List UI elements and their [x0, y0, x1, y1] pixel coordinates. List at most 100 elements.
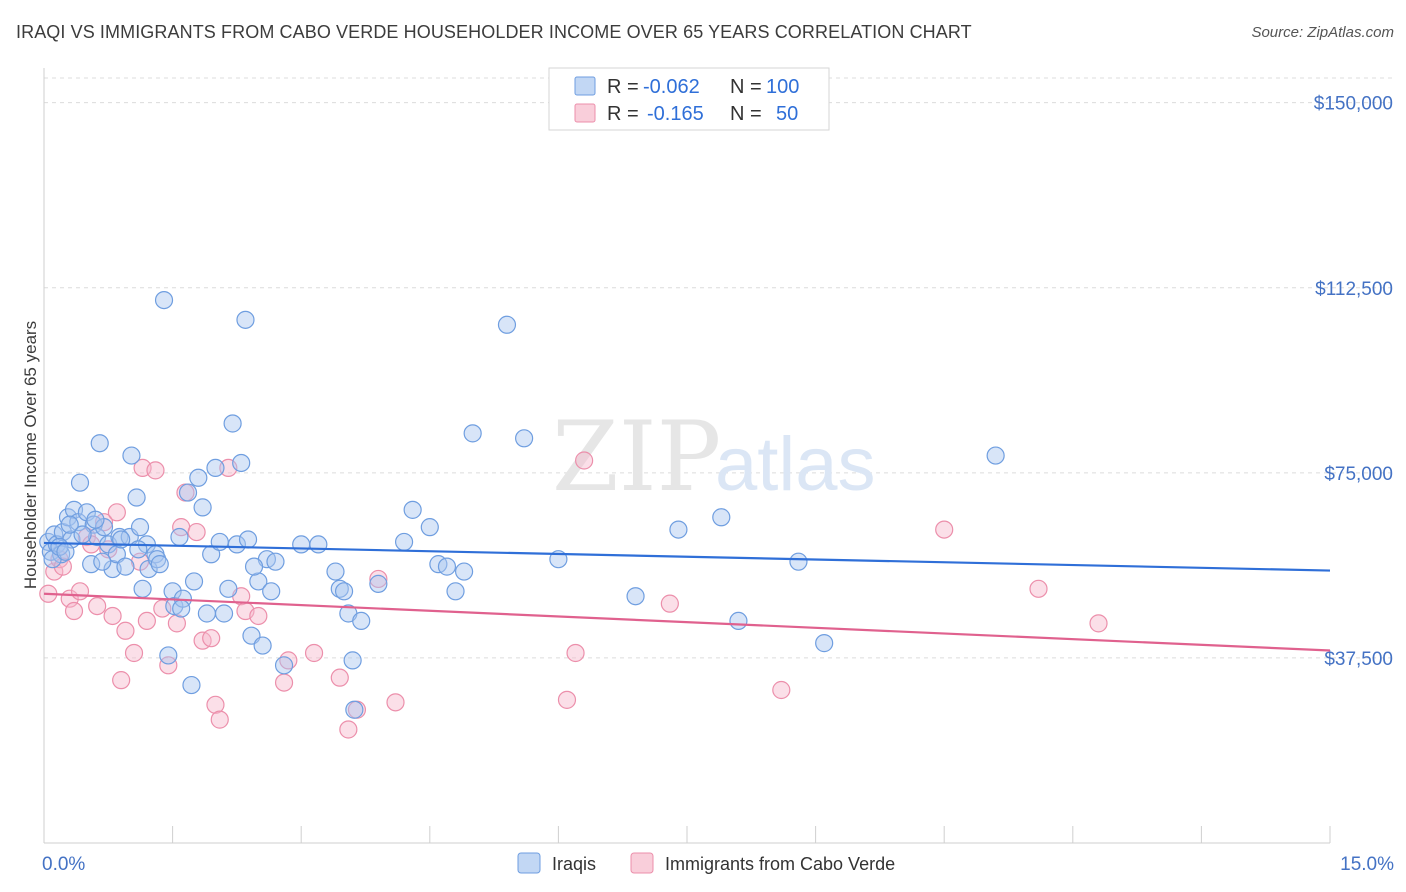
iraqi-point-91: [60, 515, 79, 534]
iraqi-point-72: [420, 518, 439, 537]
iraqi-trend-line: [43, 541, 1331, 572]
cabo-verde-point-34: [249, 606, 268, 626]
iraqi-point-76: [454, 562, 474, 581]
iraqi-point-31: [154, 290, 174, 310]
iraqi-point-68: [352, 611, 371, 631]
legend-swatch-cabo-verde: [574, 103, 596, 123]
iraqi-point-71: [403, 500, 422, 519]
cabo-verde-point-37: [304, 643, 324, 663]
y-tick-labels: $37,500 $75,000 $112,500 $150,000: [1314, 94, 1393, 670]
y-axis-title: Householder Income Over 65 years: [21, 321, 40, 589]
iraqi-point-83: [712, 508, 731, 527]
iraqi-point-90: [56, 542, 75, 561]
cabo-verde-point-14: [112, 671, 131, 690]
y-tick-label-2: $112,500: [1315, 279, 1393, 300]
series-legend: Iraqis Immigrants from Cabo Verde: [517, 852, 895, 874]
legend-box: [548, 67, 830, 131]
cabo-verde-point-44: [557, 690, 577, 709]
iraqi-point-84: [729, 611, 748, 631]
cabo-verde-point-47: [772, 680, 791, 700]
legend-n-value-1: 100: [766, 76, 799, 98]
correlation-legend: R = -0.062 N = 100 R = -0.165 N = 50: [548, 67, 830, 131]
legend-r-value-1: -0.062: [643, 76, 700, 98]
legend-r-value-2: -0.165: [647, 103, 704, 125]
cabo-verde-point-12: [103, 606, 122, 626]
iraqi-point-52: [238, 530, 258, 549]
cabo-verde-point-23: [167, 614, 186, 633]
legend-n-value-2: 50: [776, 103, 798, 125]
iraqi-point-24: [127, 488, 146, 507]
iraqi-point-49: [227, 535, 246, 554]
iraqi-point-19: [107, 545, 126, 564]
iraqi-point-82: [669, 520, 688, 539]
x-tick-label-0: 0.0%: [42, 854, 85, 875]
iraqi-point-48: [223, 414, 242, 433]
iraqi-point-92: [73, 525, 92, 544]
cabo-verde-point-19: [137, 611, 156, 631]
legend-n-label-1: N =: [730, 76, 762, 98]
iraqi-point-70: [394, 532, 414, 552]
cabo-verde-point-38: [330, 668, 349, 687]
iraqi-point-6: [58, 508, 78, 527]
axes: [43, 68, 1331, 844]
iraqi-point-26: [133, 579, 152, 598]
cabo-verde-point-9: [88, 596, 107, 616]
iraqi-point-75: [446, 582, 465, 601]
iraqi-point-74: [437, 557, 457, 576]
cabo-verde-point-5: [64, 601, 84, 621]
cabo-verde-point-49: [1029, 579, 1048, 598]
cabo-verde-point-15: [116, 621, 135, 640]
iraqi-point-78: [497, 315, 517, 334]
iraqi-point-46: [214, 604, 234, 623]
bottom-legend-swatch-iraqis: [517, 852, 541, 874]
iraqi-point-59: [274, 656, 294, 675]
iraqi-point-97: [150, 555, 169, 574]
bottom-legend-swatch-cabo-verde: [630, 852, 654, 874]
iraqi-point-40: [189, 468, 208, 487]
iraqi-point-94: [93, 552, 112, 571]
iraqi-point-37: [178, 483, 198, 502]
cabo-verde-point-30: [210, 710, 229, 729]
iraqi-point-35: [170, 527, 189, 547]
iraqi-point-61: [309, 535, 328, 554]
y-tick-label-0: $37,500: [1324, 649, 1393, 670]
iraqi-point-66: [343, 651, 362, 670]
cabo-verde-trend-line: [43, 592, 1331, 652]
iraqi-point-69: [369, 574, 388, 593]
source-label: Source: ZipAtlas.com: [1251, 24, 1394, 41]
iraqi-point-23: [122, 446, 141, 465]
watermark-zip: ZIP: [552, 401, 721, 513]
y-tick-label-1: $75,000: [1324, 464, 1393, 485]
cabo-verde-point-42: [386, 693, 405, 712]
iraqi-point-64: [334, 582, 354, 601]
watermark-atlas: atlas: [715, 422, 876, 507]
iraqi-point-99: [244, 557, 264, 576]
iraqi-point-10: [70, 473, 90, 492]
cabo-verde-point-46: [660, 594, 679, 613]
cabo-verde-point-35: [274, 673, 294, 692]
iraqi-point-51: [236, 310, 255, 329]
iraqi-point-87: [986, 446, 1005, 465]
iraqi-point-42: [197, 604, 216, 623]
iraqi-point-55: [253, 636, 272, 655]
iraqi-point-30: [148, 550, 167, 569]
cabo-verde-point-39: [339, 720, 358, 739]
iraqi-point-77: [463, 424, 482, 443]
iraqi-point-44: [206, 458, 225, 478]
iraqi-point-62: [326, 562, 345, 581]
iraqi-point-38: [182, 675, 201, 695]
iraqi-point-32: [159, 646, 178, 665]
legend-swatch-iraqis: [574, 76, 596, 96]
iraqi-points: [39, 290, 1005, 719]
iraqi-point-54: [249, 572, 268, 591]
cabo-verde-point-50: [1089, 614, 1108, 633]
legend-r-label-1: R =: [607, 76, 639, 98]
iraqi-point-86: [815, 634, 834, 653]
legend-n-label-2: N =: [730, 103, 762, 125]
cabo-verde-point-6: [70, 582, 90, 601]
iraqi-point-79: [515, 429, 534, 448]
cabo-verde-point-29: [206, 695, 225, 714]
legend-r-label-2: R =: [607, 103, 639, 125]
iraqi-point-93: [86, 510, 105, 529]
